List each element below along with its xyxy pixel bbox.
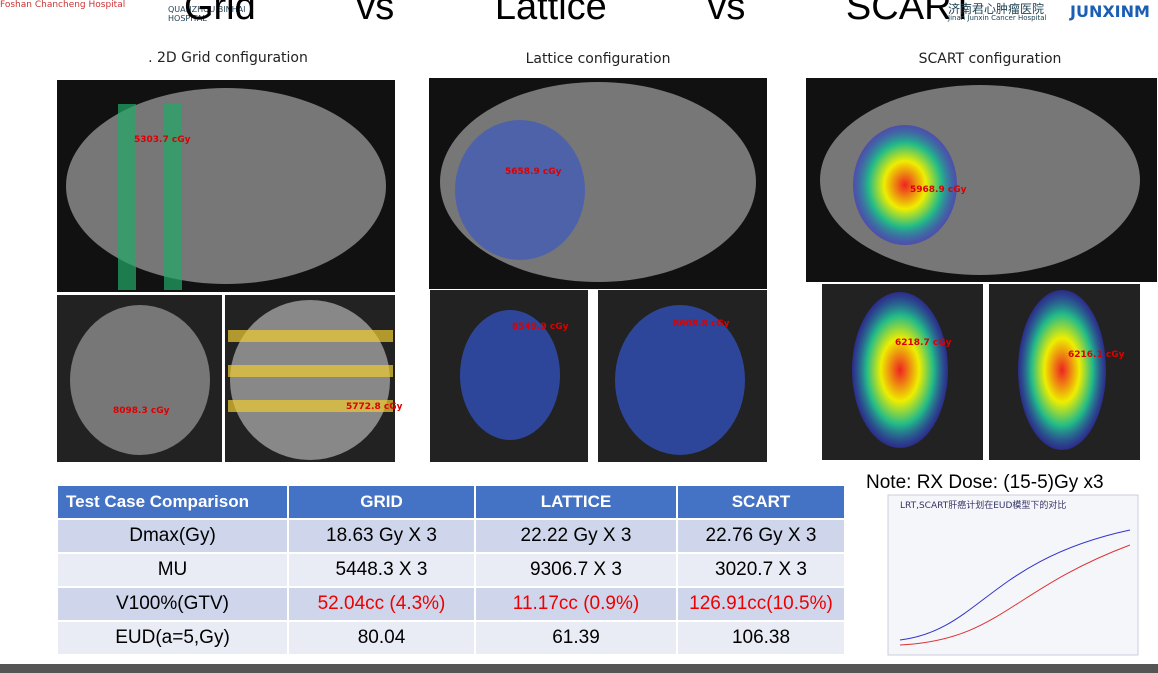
logo: Jinan Junxin Cancer Hospital bbox=[948, 14, 1047, 22]
dose-label: 5968.9 cGy bbox=[910, 185, 967, 195]
cell: 61.39 bbox=[474, 620, 678, 656]
logo: JUNXINM bbox=[1070, 2, 1150, 21]
table-row: Dmax(Gy) 18.63 Gy X 3 22.22 Gy X 3 22.76 Gy… bbox=[56, 518, 846, 554]
panel-title: Lattice configuration bbox=[525, 51, 671, 67]
cell: 9306.7 X 3 bbox=[474, 552, 678, 588]
cell: V100%(GTV) bbox=[56, 586, 289, 622]
table-row: V100%(GTV) 52.04cc (4.3%) 11.17cc (0.9%) 12… bbox=[56, 586, 846, 622]
panel-title: SCART configuration bbox=[918, 51, 1062, 67]
logo: QUANZHOU BINHAI HOSPITAL bbox=[168, 5, 246, 23]
note: Note: RX Dose: (15-5)Gy x3 bbox=[866, 472, 1104, 493]
dose-label: 5772.8 cGy bbox=[346, 402, 403, 412]
cell: 22.22 Gy X 3 bbox=[474, 518, 678, 554]
ct-images bbox=[57, 78, 1157, 656]
cell: Dmax(Gy) bbox=[56, 518, 289, 554]
cell: 126.91cc(10.5%) bbox=[676, 586, 846, 622]
figure-title: LRT,SCART肝癌计划在EUD模型下的对比 bbox=[900, 501, 1067, 511]
cell: 5448.3 X 3 bbox=[287, 552, 476, 588]
cell: 22.76 Gy X 3 bbox=[676, 518, 846, 554]
footer-bar bbox=[0, 664, 1158, 673]
header-cell: SCART bbox=[676, 484, 846, 520]
dose-label: 5658.9 cGy bbox=[505, 167, 562, 177]
cell: MU bbox=[56, 552, 289, 588]
cell: 18.63 Gy X 3 bbox=[287, 518, 476, 554]
cell: 52.04cc (4.3%) bbox=[287, 586, 476, 622]
dose-label: 5303.7 cGy bbox=[134, 135, 191, 145]
cell: 11.17cc (0.9%) bbox=[474, 586, 678, 622]
cell: EUD(a=5,Gy) bbox=[56, 620, 289, 656]
header-cell: LATTICE bbox=[474, 484, 678, 520]
table-row: EUD(a=5,Gy) 80.04 61.39 106.38 bbox=[56, 620, 846, 656]
dose-label: 8098.3 cGy bbox=[113, 406, 170, 416]
panel-title: . 2D Grid configuration bbox=[148, 50, 308, 66]
cell: 80.04 bbox=[287, 620, 476, 656]
logo: Foshan Chancheng Hospital bbox=[0, 0, 125, 10]
slide-title: Grid vs Lattice vs SCART bbox=[183, 0, 975, 28]
dose-label: 6218.7 cGy bbox=[895, 338, 952, 348]
dose-label: 8549.9 cGy bbox=[512, 322, 569, 332]
logo: 济南君心肿瘤医院 bbox=[948, 2, 1045, 16]
comparison-table: Test Case Comparison GRID LATTICE SCART … bbox=[56, 484, 846, 656]
header-cell: GRID bbox=[287, 484, 476, 520]
dose-label: 6216.1 cGy bbox=[1068, 350, 1125, 360]
cell: 3020.7 X 3 bbox=[676, 552, 846, 588]
cell: 106.38 bbox=[676, 620, 846, 656]
table-row: MU 5448.3 X 3 9306.7 X 3 3020.7 X 3 bbox=[56, 552, 846, 588]
logo-text: Foshan Chancheng Hospital bbox=[0, 0, 126, 10]
header-cell: Test Case Comparison bbox=[56, 484, 289, 520]
table-header: Test Case Comparison GRID LATTICE SCART bbox=[56, 484, 846, 520]
dose-label: 8608.8 cGy bbox=[673, 319, 730, 329]
